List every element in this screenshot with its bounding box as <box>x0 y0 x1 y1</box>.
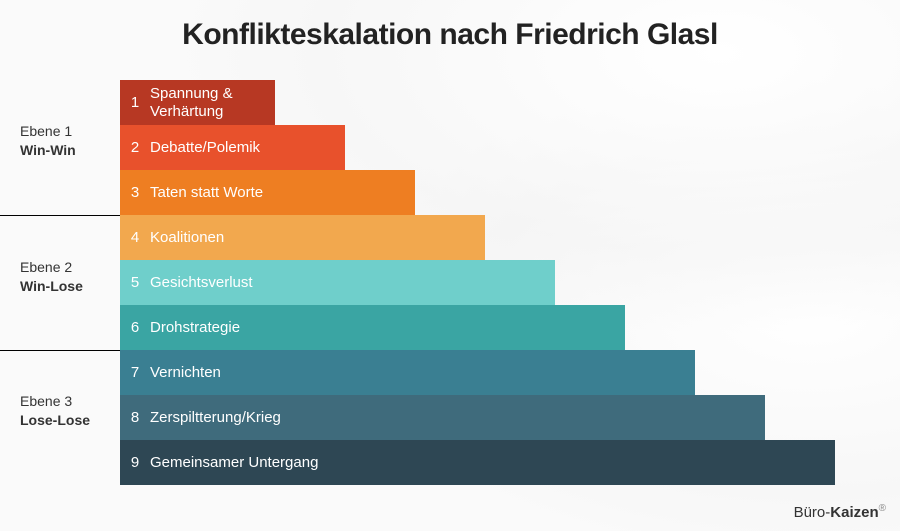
step-4-number: 4 <box>120 229 150 246</box>
step-7-number: 7 <box>120 364 150 381</box>
step-5: 5 Gesichtsverlust <box>120 260 555 305</box>
branding: Büro-Kaizen® <box>794 503 886 521</box>
step-7-label: Vernichten <box>150 364 233 381</box>
step-9: 9 Gemeinsamer Untergang <box>120 440 835 485</box>
page-title: Konflikteskalation nach Friedrich Glasl <box>0 0 900 52</box>
level-3-name: Ebene 3 <box>20 392 115 411</box>
step-7: 7 Vernichten <box>120 350 695 395</box>
step-1-number: 1 <box>120 94 150 111</box>
step-4: 4 Koalitionen <box>120 215 485 260</box>
step-6-label: Drohstrategie <box>150 319 252 336</box>
level-label-1: Ebene 1 Win-Win <box>20 122 115 160</box>
step-6-number: 6 <box>120 319 150 336</box>
brand-part1: Büro- <box>794 504 831 521</box>
step-6: 6 Drohstrategie <box>120 305 625 350</box>
level-2-result: Win-Lose <box>20 277 115 296</box>
level-1-result: Win-Win <box>20 141 115 160</box>
brand-part2: Kaizen <box>830 504 878 521</box>
step-5-label: Gesichtsverlust <box>150 274 265 291</box>
step-1: 1 Spannung &Verhärtung <box>120 80 275 125</box>
step-3: 3 Taten statt Worte <box>120 170 415 215</box>
level-1-name: Ebene 1 <box>20 122 115 141</box>
step-8: 8 Zerspiltterung/Krieg <box>120 395 765 440</box>
step-9-number: 9 <box>120 454 150 471</box>
level-2-name: Ebene 2 <box>20 258 115 277</box>
step-3-number: 3 <box>120 184 150 201</box>
level-label-3: Ebene 3 Lose-Lose <box>20 392 115 430</box>
step-8-label: Zerspiltterung/Krieg <box>150 409 293 426</box>
step-2: 2 Debatte/Polemik <box>120 125 345 170</box>
step-4-label: Koalitionen <box>150 229 236 246</box>
step-5-number: 5 <box>120 274 150 291</box>
escalation-chart: Ebene 1 Win-Win Ebene 2 Win-Lose Ebene 3… <box>0 80 900 500</box>
step-9-label: Gemeinsamer Untergang <box>150 454 330 471</box>
level-label-2: Ebene 2 Win-Lose <box>20 258 115 296</box>
step-8-number: 8 <box>120 409 150 426</box>
step-3-label: Taten statt Worte <box>150 184 275 201</box>
level-3-result: Lose-Lose <box>20 411 115 430</box>
step-2-label: Debatte/Polemik <box>150 139 272 156</box>
brand-reg: ® <box>879 503 886 514</box>
step-1-label: Spannung &Verhärtung <box>150 85 245 120</box>
step-2-number: 2 <box>120 139 150 156</box>
